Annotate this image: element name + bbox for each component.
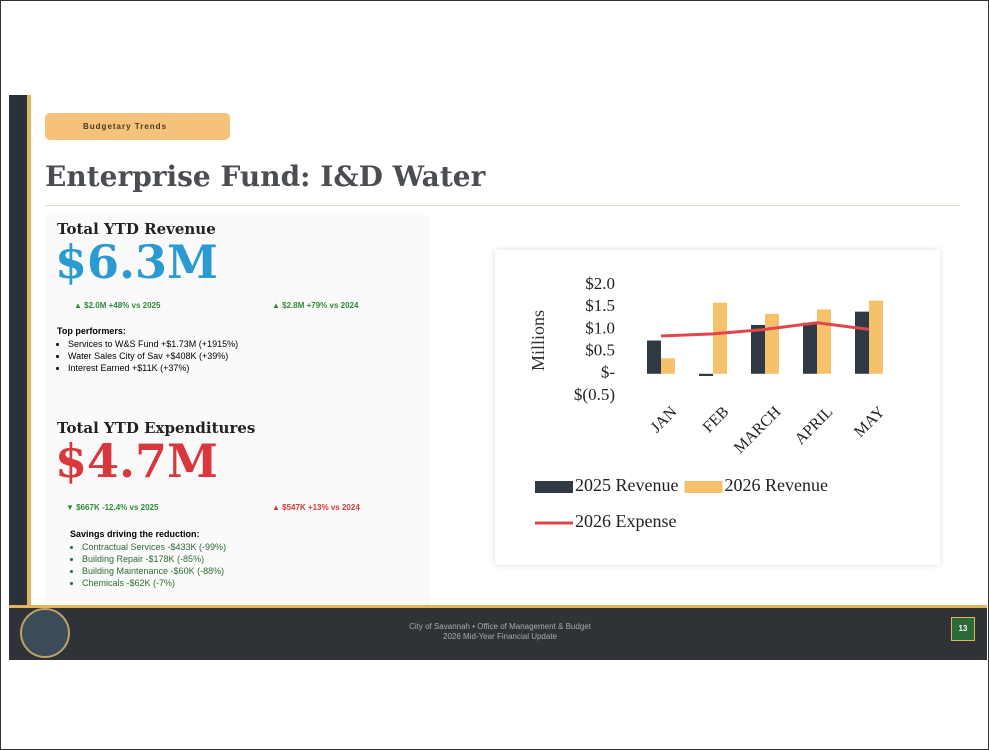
footer-line: 2026 Mid-Year Financial Update	[443, 632, 557, 641]
legend-swatch	[684, 481, 723, 493]
bar	[713, 302, 727, 374]
list-item: Chemicals -$62K (-7%)	[82, 577, 226, 589]
revenue-delta: ▲ $2.0M +48% vs 2025	[74, 301, 161, 310]
y-tick-label: $-	[601, 363, 616, 382]
seal	[20, 608, 70, 658]
list: Contractual Services -$433K (-99%) Build…	[66, 541, 226, 589]
chart-panel: Millions $(0.5) $- $0.5 $1.0 $1.5 $2.0 JAN FEB MA…	[495, 250, 940, 565]
bar	[647, 340, 661, 374]
side-bar	[9, 95, 27, 607]
x-tick-label: JAN	[648, 403, 681, 436]
y-tick-label: $1.5	[585, 296, 615, 315]
page-number: 13	[951, 617, 975, 641]
bar	[699, 373, 713, 377]
y-tick-label: $0.5	[585, 341, 615, 360]
footer	[9, 608, 987, 660]
x-tick-label: FEB	[700, 403, 733, 436]
legend-label: 2025 Revenue	[575, 475, 678, 495]
x-tick-label: APRIL	[792, 403, 837, 448]
bar	[803, 322, 817, 374]
y-tick-label: $(0.5)	[574, 385, 615, 404]
bar	[817, 309, 831, 374]
footer-accent	[9, 605, 987, 608]
list-item: Building Maintenance -$60K (-88%)	[82, 565, 226, 577]
y-tick-label: $1.0	[585, 318, 615, 337]
bar	[661, 358, 675, 374]
revenue-heading: Total YTD Revenue	[57, 220, 216, 238]
title: Enterprise Fund: I&D Water	[45, 160, 486, 193]
legend-swatch	[535, 481, 573, 493]
y-axis-label: Millions	[528, 310, 548, 371]
side-accent	[27, 95, 31, 607]
footer-text: City of Savannah • Office of Management …	[300, 622, 700, 642]
title-rule	[45, 205, 960, 206]
badge: Budgetary Trends	[45, 113, 230, 140]
revenue-delta: ▲ $2.8M +79% vs 2024	[272, 301, 359, 310]
x-tick-label: MARCH	[731, 403, 785, 457]
list-item: Water Sales City of Sav +$408K (+39%)	[68, 350, 238, 362]
list-heading: Top performers:	[57, 326, 126, 336]
legend-label: 2026 Revenue	[724, 475, 827, 495]
list: Services to W&S Fund +$1.73M (+1915%) Wa…	[52, 338, 238, 374]
bar	[855, 311, 869, 374]
expenditure-delta: ▼ $667K -12.4% vs 2025	[66, 503, 159, 512]
expenditure-amount: $4.7M	[55, 434, 218, 488]
bar	[869, 300, 883, 374]
left-panel	[45, 215, 430, 605]
bar	[765, 313, 779, 374]
list-item: Services to W&S Fund +$1.73M (+1915%)	[68, 338, 238, 350]
y-tick-label: $2.0	[585, 274, 615, 293]
footer-line: City of Savannah • Office of Management …	[409, 622, 591, 631]
x-tick-label: MAY	[851, 403, 889, 441]
expenditure-heading: Total YTD Expenditures	[57, 419, 256, 437]
list-item: Contractual Services -$433K (-99%)	[82, 541, 226, 553]
revenue-amount: $6.3M	[55, 235, 218, 289]
list-item: Building Repair -$178K (-85%)	[82, 553, 226, 565]
legend-label: 2026 Expense	[575, 511, 676, 531]
line	[660, 321, 870, 338]
list-heading: Savings driving the reduction:	[70, 529, 200, 539]
list-item: Interest Earned +$11K (+37%)	[68, 362, 238, 374]
bar	[751, 324, 765, 374]
expenditure-delta: ▲ $547K +13% vs 2024	[272, 503, 360, 512]
